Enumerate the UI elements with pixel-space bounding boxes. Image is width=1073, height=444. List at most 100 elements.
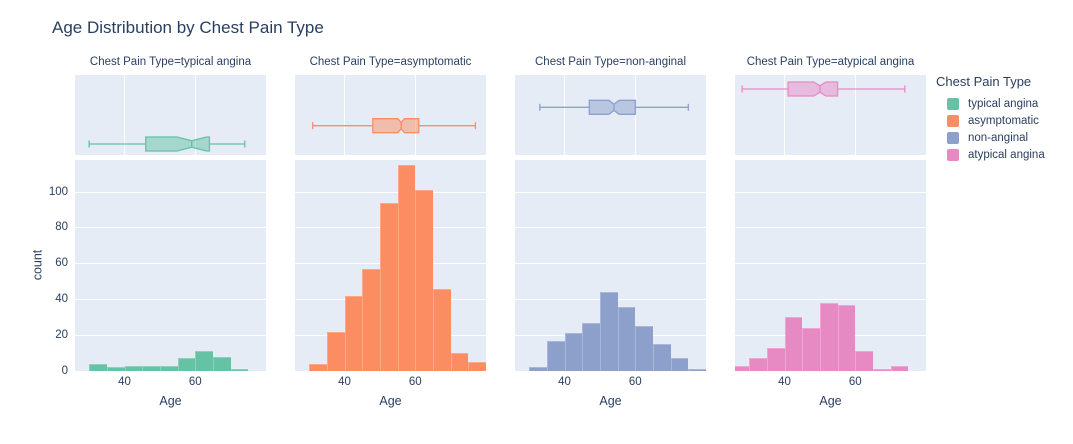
histogram-bar[interactable]	[397, 165, 416, 371]
histogram-panel	[295, 160, 486, 371]
marginal-box-panel	[75, 75, 266, 155]
histogram-bar[interactable]	[106, 367, 125, 371]
histogram-bar[interactable]	[159, 365, 178, 371]
histogram-bar[interactable]	[635, 326, 653, 371]
y-tick-label: 60	[55, 257, 68, 270]
gridline	[515, 227, 706, 229]
histogram-panel	[75, 160, 266, 371]
histogram-bar[interactable]	[362, 269, 380, 371]
y-tick-label: 80	[55, 221, 68, 234]
marginal-box-panel	[515, 75, 706, 155]
histogram-bar[interactable]	[326, 331, 345, 371]
x-axis-title: Age	[819, 394, 842, 408]
x-tick-label: 60	[188, 376, 202, 388]
histogram-bar[interactable]	[432, 288, 451, 371]
legend-item-typical-angina[interactable]: typical angina	[936, 95, 1045, 112]
marginal-box-panel	[295, 75, 486, 155]
notched-box	[588, 99, 636, 115]
histogram-bar[interactable]	[142, 365, 160, 371]
histogram-bar[interactable]	[582, 322, 600, 371]
histogram-bar[interactable]	[617, 306, 636, 371]
gridline	[784, 75, 786, 155]
gridline	[515, 263, 706, 265]
legend-label: asymptomatic	[968, 114, 1039, 127]
facet-title: Chest Pain Type=asymptomatic	[309, 56, 472, 68]
histogram-bar[interactable]	[415, 190, 433, 371]
gridline	[75, 334, 266, 336]
histogram-bar[interactable]	[855, 351, 873, 371]
histogram-bar[interactable]	[177, 358, 196, 371]
gridline	[854, 75, 856, 155]
histogram-bar[interactable]	[195, 351, 213, 371]
histogram-bar[interactable]	[890, 365, 909, 371]
histogram-bar[interactable]	[652, 344, 671, 371]
box-plot-non-anginal[interactable]	[515, 75, 706, 155]
legend-swatch	[947, 114, 959, 127]
histogram-bar[interactable]	[564, 333, 583, 371]
histogram-bar[interactable]	[450, 353, 469, 371]
legend-swatch	[947, 97, 959, 110]
gridline	[344, 75, 346, 155]
gridline	[75, 227, 266, 229]
histogram-bar[interactable]	[124, 365, 143, 371]
legend-label: atypical angina	[968, 148, 1045, 161]
x-tick-label: 40	[558, 376, 571, 388]
histogram-bar[interactable]	[872, 369, 891, 371]
histogram-bar[interactable]	[379, 202, 398, 371]
legend-swatch	[947, 131, 959, 144]
x-axis-title: Age	[159, 394, 182, 408]
histogram-bar[interactable]	[819, 303, 838, 371]
histogram-bar[interactable]	[599, 292, 618, 371]
legend-item-non-anginal[interactable]: non-anginal	[936, 129, 1045, 146]
histogram-bar[interactable]	[89, 363, 107, 371]
histogram-bar[interactable]	[766, 347, 785, 371]
gridline	[194, 75, 196, 155]
histogram-bar[interactable]	[529, 367, 547, 371]
histogram-bar[interactable]	[468, 362, 486, 371]
histogram-bar[interactable]	[784, 317, 803, 371]
facet-title: Chest Pain Type=typical angina	[89, 56, 252, 68]
box-plot-asymptomatic[interactable]	[295, 75, 486, 155]
notched-box	[145, 136, 211, 152]
gridline	[295, 191, 486, 193]
histogram-bar[interactable]	[735, 365, 750, 371]
chart-title: Age Distribution by Chest Pain Type	[52, 18, 324, 37]
histogram-bar[interactable]	[837, 304, 856, 371]
gridline	[75, 263, 266, 265]
histogram-panel	[735, 160, 926, 371]
x-tick-label: 60	[628, 376, 642, 388]
histogram-bar[interactable]	[749, 358, 767, 371]
legend-title: Chest Pain Type	[936, 74, 1032, 89]
legend-item-asymptomatic[interactable]: asymptomatic	[936, 112, 1045, 129]
legend-item-atypical-angina[interactable]: atypical angina	[936, 146, 1045, 163]
box-plot-atypical-angina[interactable]	[735, 75, 926, 155]
x-tick-label: 40	[118, 376, 131, 388]
gridline	[515, 191, 706, 193]
legend: Chest Pain Type typical angina asymptomat…	[936, 74, 1045, 163]
y-tick-label: 40	[55, 292, 68, 305]
x-tick-label: 40	[338, 376, 351, 388]
notched-box	[787, 81, 839, 97]
gridline	[75, 298, 266, 300]
gridline	[564, 75, 566, 155]
box-plot-typical-angina[interactable]	[75, 75, 266, 155]
x-axis-title: Age	[379, 394, 402, 408]
histogram-bar[interactable]	[688, 369, 706, 371]
histogram-bar[interactable]	[670, 358, 689, 371]
y-tick-label: 0	[61, 364, 68, 377]
x-tick-label: 60	[408, 376, 422, 388]
histogram-bar[interactable]	[212, 356, 231, 371]
histogram-bar[interactable]	[309, 363, 327, 371]
histogram-bar[interactable]	[802, 328, 820, 371]
y-tick-label: 100	[48, 185, 68, 198]
gridline	[634, 75, 636, 155]
histogram-bar[interactable]	[230, 369, 249, 371]
y-tick-label: 20	[55, 328, 68, 341]
facet-title: Chest Pain Type=non-anginal	[535, 56, 686, 68]
histogram-bar[interactable]	[344, 295, 363, 371]
histogram-panel	[515, 160, 706, 371]
x-axis-title: Age	[599, 394, 622, 408]
histogram-bar[interactable]	[546, 340, 565, 371]
notched-box	[372, 118, 420, 134]
